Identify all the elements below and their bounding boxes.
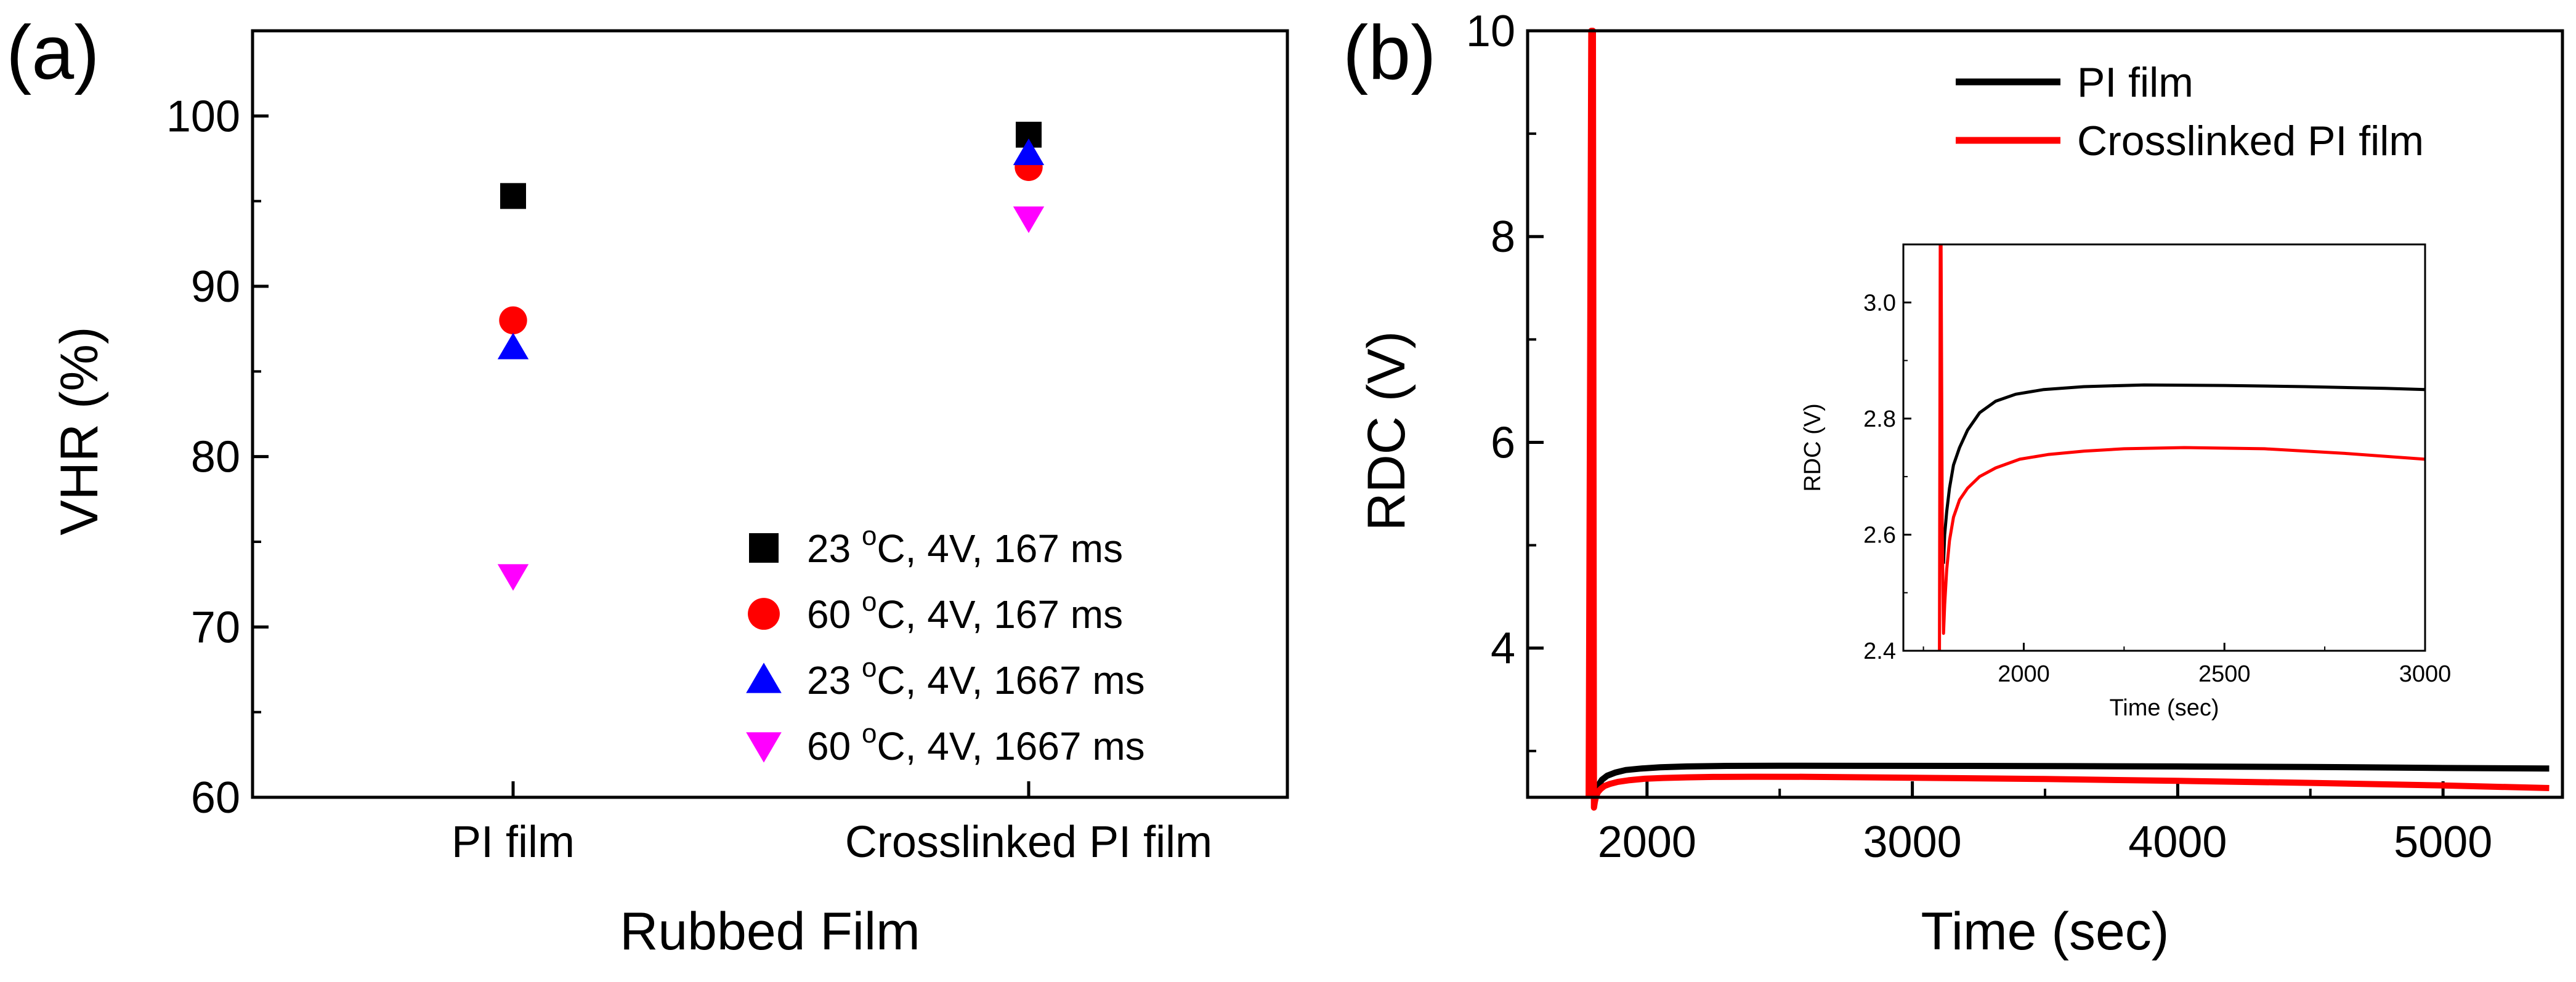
panel-b-x-tick-label: 2000 <box>1598 818 1696 867</box>
panel-b-legend: PI film Crosslinked PI film <box>1956 59 2424 164</box>
inset-series-line <box>1942 383 2425 564</box>
panel-b-chart: (b) 2000 3000 4000 5000 4 6 8 10 Time (sec) RDC… <box>1343 7 2564 961</box>
panel-b-y-tick-label: 10 <box>1466 7 1515 56</box>
panel-b-x-tick-label: 4000 <box>2128 818 2227 867</box>
panel-a-legend-label: 23 oC, 4V, 167 ms <box>807 521 1123 571</box>
panel-b-inset-chart: 2000 2500 3000 2.4 2.6 2.8 3.0 Time (sec) RDC (V… <box>1800 243 2452 721</box>
inset-y-tick-label: 2.6 <box>1863 522 1896 548</box>
panel-a-x-axis-title: Rubbed Film <box>620 902 920 961</box>
panel-a-x-tick-label: PI film <box>452 818 575 867</box>
panel-b-x-tick-label: 3000 <box>1863 818 1962 867</box>
panel-a-data-point <box>1013 206 1045 233</box>
inset-y-tick-label: 2.4 <box>1863 638 1896 664</box>
panel-b-legend-label: Crosslinked PI film <box>2077 118 2424 164</box>
panel-a-y-tick-label: 90 <box>191 262 240 312</box>
panel-a-legend-marker <box>746 732 782 763</box>
inset-series-line <box>1938 244 2425 651</box>
panel-b-series-line <box>1586 28 2550 811</box>
inset-x-tick-label: 2000 <box>1998 661 2050 687</box>
panel-a-legend-marker <box>746 662 782 693</box>
panel-b-x-tick-label: 5000 <box>2394 818 2492 867</box>
panel-a-chart: (a) 60 70 80 90 100 PI film Crosslinked PI fil… <box>6 10 1289 961</box>
inset-x-axis-title: Time (sec) <box>2109 695 2219 721</box>
panel-a-legend-marker <box>748 598 780 630</box>
panel-a-legend-label: 60 oC, 4V, 167 ms <box>807 587 1123 637</box>
panel-a-y-tick-label: 80 <box>191 433 240 482</box>
panel-a-y-tick-label: 70 <box>191 603 240 652</box>
panel-a-y-axis-title: VHR (%) <box>50 326 109 535</box>
panel-a-legend-label: 60 oC, 4V, 1667 ms <box>807 718 1145 768</box>
panel-a-plot-frame <box>251 29 1289 799</box>
panel-a-y-tick-label: 60 <box>191 773 240 823</box>
panel-b-axes: 2000 3000 4000 5000 4 6 8 10 <box>1466 7 2492 867</box>
panel-b-y-axis-title: RDC (V) <box>1357 331 1416 531</box>
panel-a-label: (a) <box>6 10 100 95</box>
panel-a-data-points <box>497 121 1045 591</box>
panel-a-legend: 23 oC, 4V, 167 ms 60 oC, 4V, 167 ms 23 oC,… <box>746 521 1145 768</box>
panel-a-data-point <box>497 564 529 591</box>
panel-b-y-tick-label: 6 <box>1491 418 1515 467</box>
panel-b-plot-frame <box>1526 29 2564 799</box>
panel-b-legend-label: PI film <box>2077 59 2193 106</box>
panel-b-y-tick-label: 4 <box>1491 624 1515 674</box>
panel-a-x-tick-label: Crosslinked PI film <box>845 818 1212 867</box>
panel-a-data-point <box>497 332 529 360</box>
panel-a-y-tick-label: 100 <box>166 92 240 141</box>
panel-a-data-point <box>500 183 526 209</box>
panel-a-legend-label: 23 oC, 4V, 1667 ms <box>807 653 1145 702</box>
inset-x-tick-label: 2500 <box>2198 661 2251 687</box>
panel-b-label: (b) <box>1343 10 1436 95</box>
inset-y-axis-title: RDC (V) <box>1800 403 1826 492</box>
panel-a-legend-marker <box>749 533 779 563</box>
panel-a-data-point <box>499 306 527 335</box>
panel-a-axes: 60 70 80 90 100 PI film Crosslinked PI film <box>166 92 1212 867</box>
inset-y-tick-label: 3.0 <box>1863 290 1896 316</box>
panel-b-series-lines <box>1586 28 2550 811</box>
panel-a-data-point <box>1013 139 1045 166</box>
panel-b-x-axis-title: Time (sec) <box>1921 902 2169 961</box>
inset-x-tick-label: 3000 <box>2399 661 2452 687</box>
inset-plot-frame <box>1902 243 2426 652</box>
inset-series-lines <box>1938 244 2425 651</box>
inset-y-tick-label: 2.8 <box>1863 406 1896 432</box>
panel-b-y-tick-label: 8 <box>1491 212 1515 262</box>
panel-b-series-line <box>1591 762 2550 800</box>
